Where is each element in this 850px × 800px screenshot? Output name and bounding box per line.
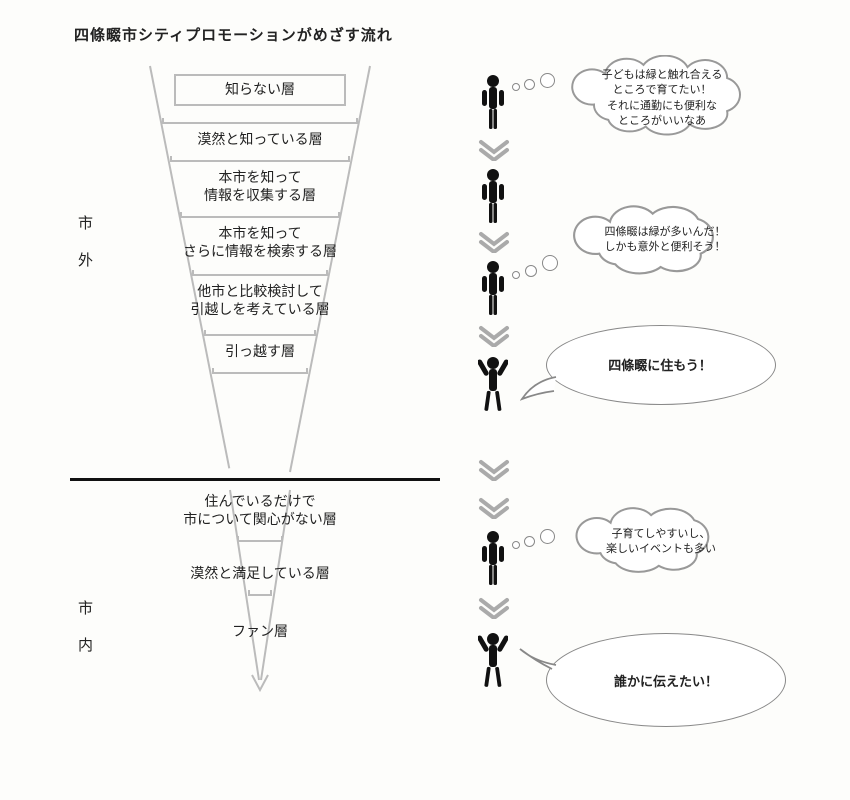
person-raised-icon [478, 355, 508, 413]
story-column: 子どもは緑と触れ合える ところで育てたい！ それに通勤にも便利な ところがいいな… [460, 55, 840, 775]
funnel-stage-2: 本市を知って 情報を収集する層 [110, 168, 410, 204]
speech-tail [518, 647, 560, 677]
speech-text: 四條畷に住もう！ [570, 355, 750, 374]
speech-text: 誰かに伝えたい！ [576, 671, 756, 690]
funnel-stage-5: 引っ越す層 [110, 342, 410, 360]
person-icon [478, 167, 508, 225]
thought-cloud-text: 子どもは緑と触れ合える ところで育てたい！ それに通勤にも便利な ところがいいな… [582, 68, 742, 130]
thought-cloud-text: 四條畷は緑が多いんだ！ しかも意外と便利そう！ [590, 225, 740, 256]
chevron-down-icon [478, 231, 510, 253]
funnel-stage-6: 住んでいるだけで 市について関心がない層 [110, 492, 410, 528]
speech-tail [520, 373, 560, 403]
bracket [212, 368, 308, 374]
person-icon [478, 259, 508, 317]
funnel-stage-4: 他市と比較検討して 引越しを考えている層 [110, 282, 410, 318]
bracket [170, 156, 350, 162]
thought-dot [524, 79, 535, 90]
chevron-down-icon [478, 459, 510, 481]
thought-dot [512, 83, 520, 91]
person-icon [478, 73, 508, 131]
chevron-down-icon [478, 325, 510, 347]
thought-dot [512, 271, 520, 279]
funnel-diagram: 知らない層 漠然と知っている層 本市を知って 情報を収集する層 本市を知って さ… [110, 60, 410, 760]
bracket [192, 270, 328, 276]
side-label-inside: 市内 [74, 600, 95, 674]
funnel-stage-3: 本市を知って さらに情報を検索する層 [110, 224, 410, 260]
funnel-stage-8: ファン層 [110, 622, 410, 640]
thought-dot [525, 265, 537, 277]
thought-dot [540, 529, 555, 544]
person-raised-icon [478, 631, 508, 689]
page-title: 四條畷市シティプロモーションがめざす流れ [74, 24, 393, 45]
funnel-stage-7: 漠然と満足している層 [110, 564, 410, 582]
chevron-down-icon [478, 497, 510, 519]
funnel-top-box: 知らない層 [110, 80, 410, 98]
bracket [204, 330, 316, 336]
chevron-down-icon [478, 597, 510, 619]
thought-dot [542, 255, 558, 271]
thought-dot [524, 536, 535, 547]
thought-dot [540, 73, 555, 88]
thought-cloud-text: 子育てしやすいし、 楽しいイベントも多い [586, 527, 736, 558]
thought-dot [512, 541, 520, 549]
bracket [248, 590, 272, 596]
person-icon [478, 529, 508, 587]
bracket [162, 118, 358, 124]
funnel-stage-1: 漠然と知っている層 [110, 130, 410, 148]
side-label-outside: 市外 [74, 215, 95, 289]
bracket [237, 536, 283, 542]
bracket [180, 212, 340, 218]
chevron-down-icon [478, 139, 510, 161]
